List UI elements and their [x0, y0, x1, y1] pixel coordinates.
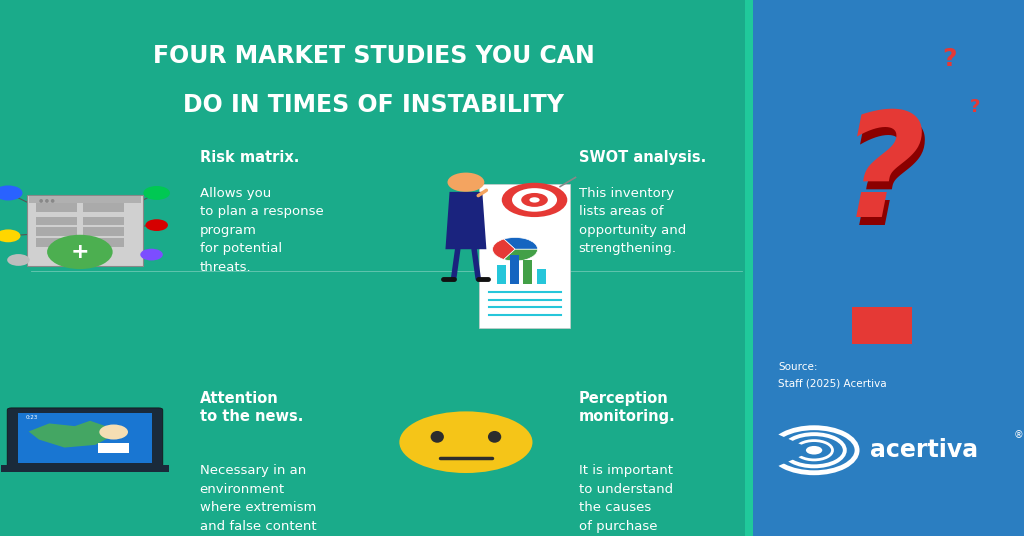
Polygon shape [29, 421, 111, 448]
Circle shape [47, 235, 113, 269]
Text: SWOT analysis.: SWOT analysis. [579, 150, 706, 165]
Text: ● ● ●: ● ● ● [39, 197, 54, 202]
Text: 0:23: 0:23 [26, 415, 38, 420]
Text: ?: ? [970, 98, 980, 116]
Text: Source:
Staff (2025) Acertiva: Source: Staff (2025) Acertiva [778, 362, 887, 388]
Text: ®: ® [1014, 430, 1024, 440]
Circle shape [512, 188, 557, 212]
Text: ?: ? [844, 114, 928, 256]
FancyBboxPatch shape [83, 217, 124, 225]
FancyBboxPatch shape [36, 227, 77, 236]
Circle shape [806, 446, 822, 455]
FancyBboxPatch shape [27, 195, 143, 266]
FancyBboxPatch shape [7, 408, 163, 468]
FancyBboxPatch shape [36, 217, 77, 225]
Text: FOUR MARKET STUDIES YOU CAN: FOUR MARKET STUDIES YOU CAN [153, 44, 595, 68]
Circle shape [140, 249, 163, 260]
Text: ?: ? [942, 47, 956, 71]
FancyBboxPatch shape [18, 413, 152, 463]
Text: It is important
to understand
the causes
of purchase
rationing.: It is important to understand the causes… [579, 464, 673, 536]
Circle shape [0, 229, 20, 242]
FancyBboxPatch shape [98, 443, 129, 453]
FancyBboxPatch shape [523, 260, 532, 284]
FancyBboxPatch shape [36, 203, 77, 212]
Wedge shape [493, 239, 515, 259]
FancyBboxPatch shape [753, 0, 1024, 536]
Polygon shape [445, 192, 486, 249]
Circle shape [7, 254, 30, 266]
FancyBboxPatch shape [36, 238, 77, 247]
Circle shape [521, 193, 548, 207]
Circle shape [0, 185, 23, 200]
Circle shape [447, 173, 484, 192]
FancyBboxPatch shape [537, 269, 546, 284]
FancyBboxPatch shape [1, 465, 169, 472]
Wedge shape [504, 249, 538, 261]
Text: Necessary in an
environment
where extremism
and false content
abound.: Necessary in an environment where extrem… [200, 464, 316, 536]
Text: This inventory
lists areas of
opportunity and
strengthening.: This inventory lists areas of opportunit… [579, 187, 686, 255]
Text: Perception
monitoring.: Perception monitoring. [579, 391, 675, 423]
FancyBboxPatch shape [497, 265, 506, 284]
Wedge shape [765, 434, 814, 467]
FancyBboxPatch shape [745, 0, 753, 536]
Circle shape [145, 219, 168, 231]
FancyBboxPatch shape [852, 307, 912, 344]
Circle shape [143, 186, 170, 200]
FancyBboxPatch shape [479, 184, 570, 328]
FancyBboxPatch shape [83, 227, 124, 236]
Text: ?: ? [841, 106, 925, 248]
FancyBboxPatch shape [83, 203, 124, 212]
Text: +: + [71, 242, 89, 262]
Text: Attention
to the news.: Attention to the news. [200, 391, 303, 423]
FancyBboxPatch shape [510, 255, 519, 284]
FancyBboxPatch shape [0, 0, 753, 536]
FancyBboxPatch shape [83, 238, 124, 247]
Wedge shape [504, 237, 538, 249]
Ellipse shape [430, 431, 444, 443]
Ellipse shape [488, 431, 502, 443]
Text: acertiva: acertiva [870, 438, 979, 462]
Text: DO IN TIMES OF INSTABILITY: DO IN TIMES OF INSTABILITY [183, 93, 564, 116]
Text: Allows you
to plan a response
program
for potential
threats.: Allows you to plan a response program fo… [200, 187, 324, 273]
Circle shape [529, 197, 540, 203]
Circle shape [99, 425, 128, 440]
Text: Risk matrix.: Risk matrix. [200, 150, 299, 165]
Ellipse shape [399, 412, 532, 473]
FancyBboxPatch shape [29, 196, 141, 203]
Circle shape [502, 183, 567, 217]
